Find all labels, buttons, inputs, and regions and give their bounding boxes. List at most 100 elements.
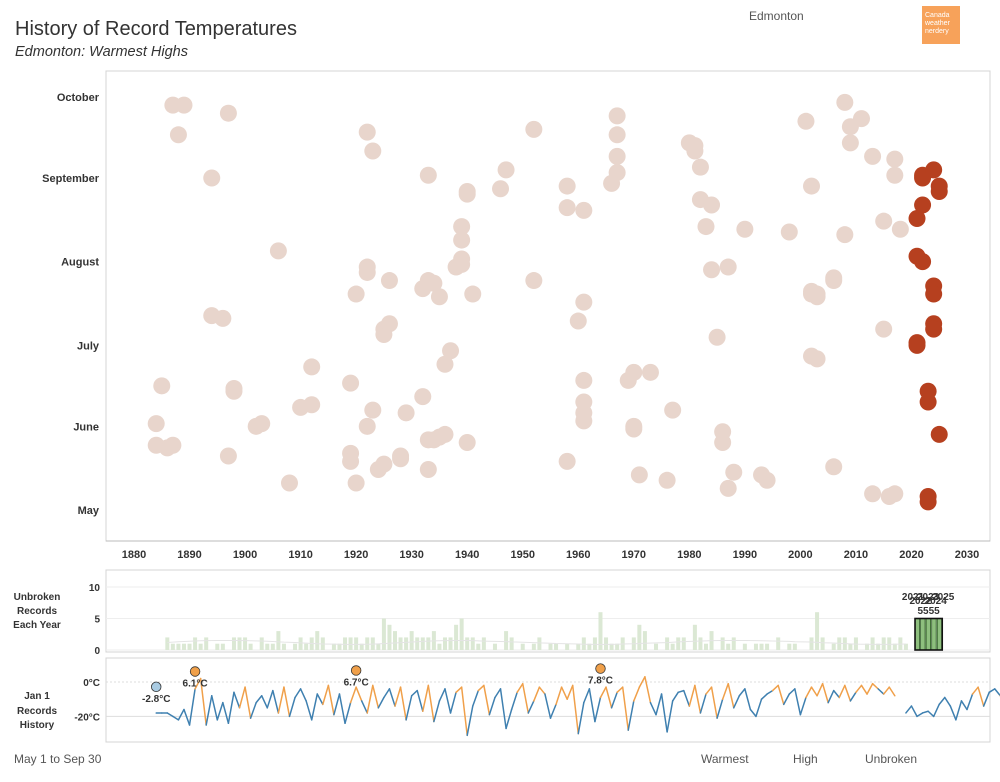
jan1-line-segment[interactable] [988,688,996,694]
unbroken-count-bar[interactable] [554,643,559,650]
jan1-line-segment[interactable] [649,701,657,716]
unbroken-record-point[interactable] [925,285,943,303]
jan1-line-segment[interactable] [910,705,918,718]
jan1-line-segment[interactable] [588,688,596,723]
record-point[interactable] [525,120,543,138]
unbroken-count-bar[interactable] [354,637,359,650]
jan1-line-segment[interactable] [521,682,530,714]
jan1-line-segment[interactable] [671,691,679,702]
unbroken-count-bar[interactable] [259,637,264,650]
unbroken-count-bar[interactable] [637,624,642,650]
record-point[interactable] [864,147,882,165]
scatter-points[interactable] [147,93,948,511]
jan1-line-segment[interactable] [333,693,341,716]
jan1-line-segment[interactable] [860,684,868,695]
record-point[interactable] [808,350,826,368]
unbroken-count-bar[interactable] [531,643,536,650]
record-point[interactable] [358,123,376,141]
jan1-line-segment[interactable] [799,696,807,716]
unbroken-record-point[interactable] [925,320,943,338]
record-point[interactable] [347,474,365,492]
jan1-line-segment[interactable] [549,703,557,719]
unbroken-count-bar[interactable] [726,643,731,650]
jan1-line-segment[interactable] [444,688,452,714]
jan1-line-segment[interactable] [760,693,768,700]
record-point[interactable] [380,272,398,290]
jan1-line-segment[interactable] [605,686,613,709]
jan1-line-segment[interactable] [699,693,707,714]
record-point[interactable] [575,371,593,389]
record-point[interactable] [664,401,682,419]
jan1-line-segment[interactable] [244,686,252,719]
jan1-line-segment[interactable] [388,688,396,707]
jan1-line-segment[interactable] [838,684,846,699]
unbroken-count-bar[interactable] [231,637,236,650]
jan1-line-segment[interactable] [460,686,468,737]
unbroken-count-bar[interactable] [331,643,336,650]
unbroken-record-point[interactable] [908,209,926,227]
jan1-line-segment[interactable] [994,688,1000,697]
jan1-line-segment[interactable] [255,695,263,704]
unbroken-count-bar[interactable] [387,624,392,650]
jan1-line-segment[interactable] [194,677,202,690]
unbroken-count-bar[interactable] [420,637,425,650]
jan1-line-segment[interactable] [677,689,685,694]
record-point[interactable] [342,452,360,470]
jan1-line-segment[interactable] [455,686,463,694]
record-point[interactable] [175,96,193,114]
jan1-line-segment[interactable] [810,686,818,697]
record-point[interactable] [691,158,709,176]
unbroken-count-bar[interactable] [476,643,481,650]
record-point[interactable] [219,447,237,465]
unbroken-count-bar[interactable] [665,637,670,650]
jan1-line-segment[interactable] [855,684,863,694]
jan1-line-segment[interactable] [383,688,391,699]
record-point[interactable] [358,417,376,435]
unbroken-count-bar[interactable] [481,637,486,650]
jan1-line-segment[interactable] [949,705,957,721]
unbroken-count-bar[interactable] [470,637,475,650]
unbroken-count-bar[interactable] [698,637,703,650]
jan1-line-segment[interactable] [733,695,741,709]
unbroken-count-bar[interactable] [165,637,170,650]
record-point[interactable] [658,471,676,489]
jan1-line-segment[interactable] [433,700,441,723]
record-point[interactable] [703,261,721,279]
jan1-line-segment[interactable] [871,682,879,690]
record-point[interactable] [453,231,471,249]
record-point[interactable] [458,434,476,452]
unbroken-count-bar-recent[interactable] [925,618,932,651]
unbroken-record-point[interactable] [925,161,943,179]
unbroken-count-bar[interactable] [376,643,381,650]
record-point[interactable] [630,466,648,484]
unbroken-count-bar[interactable] [204,637,209,650]
jan1-line-segment[interactable] [794,688,802,716]
jan1-record-point[interactable] [350,665,362,676]
unbroken-record-point[interactable] [914,196,932,214]
jan1-line-segment[interactable] [560,686,568,700]
jan1-line-segment[interactable] [977,686,985,707]
unbroken-count-bar[interactable] [315,631,320,650]
unbroken-count-bar[interactable] [731,637,736,650]
record-point[interactable] [719,479,737,497]
record-point[interactable] [608,147,626,165]
unbroken-count-bar[interactable] [343,637,348,650]
unbroken-count-bar[interactable] [681,637,686,650]
legend-unbroken[interactable]: Unbroken [865,752,918,766]
record-point[interactable] [608,107,626,125]
jan1-line-segment[interactable] [621,686,629,731]
unbroken-count-bar[interactable] [293,643,298,650]
unbroken-count-bar[interactable] [170,643,175,650]
unbroken-count-bar-recent[interactable] [931,618,937,651]
jan1-line-segment[interactable] [283,686,291,718]
jan1-line-segment[interactable] [738,688,746,697]
jan1-line-segment[interactable] [527,700,535,714]
record-point[interactable] [303,358,321,376]
jan1-line-segment[interactable] [866,682,874,695]
record-point[interactable] [453,250,471,268]
record-point[interactable] [225,380,243,398]
record-point[interactable] [375,455,393,473]
unbroken-count-bar[interactable] [848,643,853,650]
jan1-line-segment[interactable] [583,688,591,704]
